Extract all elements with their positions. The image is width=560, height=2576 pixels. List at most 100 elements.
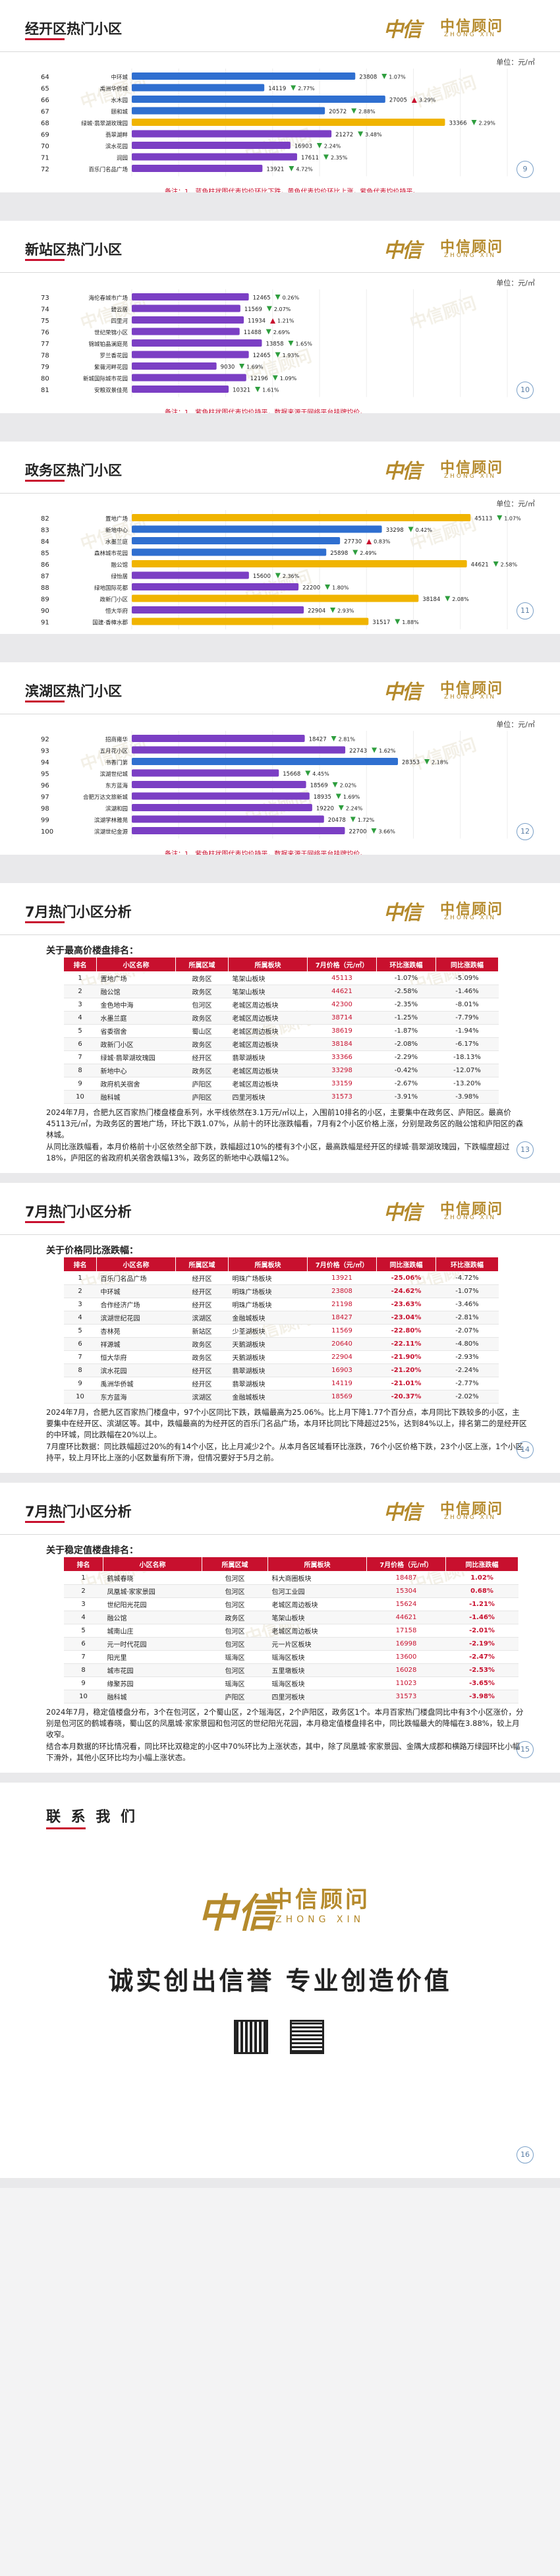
community-name: 融公馆: [111, 561, 128, 569]
rank-number: 83: [41, 527, 49, 534]
community-name: 置地广场: [105, 515, 128, 523]
rank-number: 81: [41, 387, 49, 394]
header-divider: [0, 1234, 560, 1235]
rank-number: 89: [41, 596, 49, 604]
table-cell: 包河区: [202, 1584, 268, 1598]
bar-value: 14119: [268, 86, 286, 92]
rank-number: 96: [41, 782, 49, 789]
community-name: 五月花小区: [99, 748, 128, 755]
table-cell: 老城区周边板块: [228, 998, 308, 1012]
community-name: 滨湖和园: [105, 805, 128, 813]
table-cell: 明珠广场板块: [228, 1284, 308, 1298]
footnote-line: 备注：1、紫色柱状图代表均价持平，数据来源于网络平台挂牌均价。: [165, 850, 367, 855]
table-cell: 政府机关宿舍: [96, 1077, 176, 1091]
bar-value: 27730: [344, 539, 362, 546]
bar: [132, 804, 312, 811]
rank-number: 66: [41, 97, 49, 104]
rank-number: 80: [41, 376, 49, 383]
table-cell: -2.47%: [445, 1650, 518, 1664]
bar-chart: 73 海伦春城市广场 12465 0.26% 74 碧云居 11569 2.07% 75 四里河 1…: [41, 289, 508, 397]
table-row: 6 祥源城 政务区 天鹅湖板块 20640 -22.11% -4.80%: [63, 1337, 499, 1351]
arrow-down-icon: [289, 166, 294, 171]
footnote: 备注：1、蓝色柱状图代表均价环比下跌，黄色代表均价环比上涨，紫色代表均价持平。2…: [165, 187, 419, 193]
bar: [132, 571, 249, 579]
community-name: 国建·香樟水郡: [92, 619, 128, 627]
table-row: 1 百乐门名品广场 经开区 明珠广场板块 13921 -25.06% -4.72%: [63, 1271, 499, 1285]
table-cell: 翡翠湖板块: [228, 1377, 308, 1390]
bar: [132, 107, 325, 115]
bar: [132, 583, 299, 590]
table-row: 10 融科城 庐阳区 四里河板块 31573 -3.91% -3.98%: [63, 1090, 499, 1104]
bar-value: 33298: [386, 527, 404, 534]
change-pct: 2.24%: [346, 806, 363, 812]
page-number: 14: [517, 1441, 534, 1458]
table-cell: 笔架山板块: [228, 985, 308, 998]
arrow-down-icon: [338, 805, 344, 811]
bar-chart: 92 招商雍华 18427 2.81% 93 五月花小区 22743 1.62% 94 书香门第 2…: [41, 731, 508, 839]
change-pct: 1.80%: [332, 585, 349, 591]
bar: [132, 165, 263, 172]
rank-number: 92: [41, 736, 49, 743]
table-cell: -1.07%: [376, 971, 436, 985]
bar: [132, 525, 382, 533]
table-cell: 中环城: [96, 1284, 176, 1298]
bar-value: 44621: [471, 562, 489, 569]
table-cell: 23808: [307, 1284, 377, 1298]
table-cell: -20.37%: [376, 1390, 436, 1404]
logo-mark: 中信: [383, 18, 422, 42]
rank-number: 77: [41, 341, 49, 348]
table-row: 6 政新门小区 政务区 老城区周边板块 38184 -2.08% -6.17%: [63, 1037, 499, 1051]
table-cell: 0.68%: [445, 1584, 518, 1598]
table-header: 小区名称: [103, 1557, 202, 1572]
change-pct: 2.08%: [452, 596, 469, 602]
change-pct: 0.26%: [283, 295, 300, 301]
table-cell: 45113: [307, 971, 377, 985]
header-divider: [0, 272, 560, 273]
table-cell: -3.98%: [435, 1090, 499, 1104]
table-row: 7 绿城·翡翠湖玫瑰园 经开区 翡翠湖板块 33366 -2.29% -18.13%: [63, 1050, 499, 1064]
community-name: 碧云居: [111, 306, 128, 314]
table-row: 1 置地广场 政务区 笔架山板块 45113 -1.07% -5.09%: [63, 971, 499, 985]
change-pct: 1.09%: [280, 376, 297, 382]
table-row: 7 阳光里 瑶海区 瑶海区板块 13600 -2.47%: [63, 1650, 518, 1664]
table-row: 8 城市花园 包河区 五里墩板块 16028 -2.53%: [63, 1663, 518, 1677]
table-cell: 政务区: [175, 971, 229, 985]
table-cell: 老城区周边板块: [228, 1011, 308, 1025]
table-cell: 38714: [307, 1011, 377, 1025]
slide-analysis-stable: 7月热门小区分析 中信 中信顾问 ZHONG XIN 中信顾问 中信顾问 中信顾问关…: [0, 1483, 560, 1773]
table-cell: 合作经济广场: [96, 1298, 176, 1311]
table-cell: 经开区: [175, 1298, 229, 1311]
table-cell: 省委宿舍: [96, 1024, 176, 1038]
logo-cn: 中信顾问: [440, 1501, 504, 1518]
change-pct: 4.45%: [312, 771, 329, 777]
table-header: 排名: [63, 957, 97, 972]
table-cell: -2.67%: [376, 1077, 436, 1091]
logo-mark: 中信: [383, 902, 422, 925]
logo-mark: 中信: [383, 681, 422, 704]
arrow-down-icon: [330, 608, 336, 613]
table-cell: 经开区: [175, 1271, 229, 1285]
table-cell: 8: [63, 1064, 97, 1077]
rank-number: 86: [41, 561, 49, 569]
logo-en: ZHONG XIN: [444, 252, 497, 259]
table-cell: -1.21%: [445, 1597, 518, 1611]
table-header: 同比涨跌幅: [376, 1257, 436, 1272]
table-cell: 包河区: [202, 1663, 268, 1677]
table-cell: 融科城: [103, 1690, 202, 1703]
logo: 中信 中信顾问 ZHONG XIN: [383, 233, 535, 262]
section-subtitle: 关于最高价楼盘排名：: [46, 946, 138, 956]
table-cell: 百乐门名品广场: [96, 1271, 176, 1285]
rank-number: 85: [41, 550, 49, 558]
bar-value: 33366: [449, 121, 466, 127]
arrow-down-icon: [331, 736, 337, 741]
logo-en: ZHONG XIN: [444, 473, 497, 480]
bar-value: 22904: [308, 608, 325, 615]
arrow-down-icon: [275, 352, 281, 358]
community-name: 四里河: [111, 318, 128, 325]
table-cell: 3: [63, 1597, 103, 1611]
table-header: 所属区域: [202, 1557, 268, 1572]
arrow-down-icon: [395, 619, 401, 625]
table-cell: 政务区: [175, 985, 229, 998]
bar: [132, 758, 399, 765]
logo-mark: 中信: [383, 460, 422, 483]
